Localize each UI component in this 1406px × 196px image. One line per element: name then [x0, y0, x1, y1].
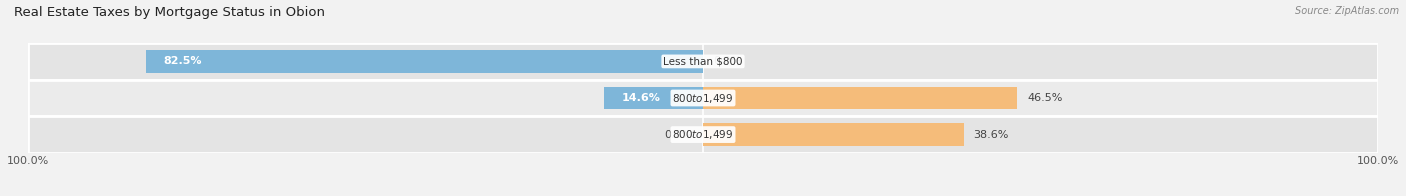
- Text: 14.6%: 14.6%: [621, 93, 661, 103]
- Text: 0.0%: 0.0%: [713, 56, 741, 66]
- Text: Source: ZipAtlas.com: Source: ZipAtlas.com: [1295, 6, 1399, 16]
- Text: 46.5%: 46.5%: [1026, 93, 1063, 103]
- Text: Real Estate Taxes by Mortgage Status in Obion: Real Estate Taxes by Mortgage Status in …: [14, 6, 325, 19]
- Bar: [703, 87, 1017, 109]
- Text: 82.5%: 82.5%: [163, 56, 201, 66]
- Bar: [146, 50, 703, 73]
- Bar: [28, 43, 1378, 80]
- Bar: [28, 116, 1378, 153]
- Bar: [605, 87, 703, 109]
- Text: $800 to $1,499: $800 to $1,499: [672, 92, 734, 104]
- Bar: [703, 123, 963, 146]
- Text: 38.6%: 38.6%: [973, 130, 1010, 140]
- Text: Less than $800: Less than $800: [664, 56, 742, 66]
- Text: 0.0%: 0.0%: [665, 130, 693, 140]
- Bar: [28, 80, 1378, 116]
- Text: $800 to $1,499: $800 to $1,499: [672, 128, 734, 141]
